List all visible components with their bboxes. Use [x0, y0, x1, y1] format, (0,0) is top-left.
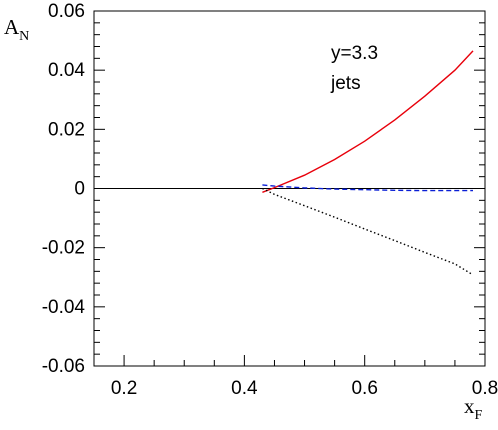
y-tick-label: -0.02: [42, 238, 85, 259]
x-tick-label: 0.4: [231, 378, 258, 399]
series-line-dotted: [262, 187, 474, 276]
tick-labels: -0.06 -0.04 -0.02 0 0.02 0.04 0.06 0.2 0.4 0.6 0.8: [42, 1, 498, 399]
x-tick-label: 0.6: [351, 378, 377, 399]
annotation-jets: jets: [330, 73, 361, 94]
annotation-rapidity: y=3.3: [331, 43, 378, 64]
y-tick-label: 0.06: [48, 1, 85, 22]
x-axis-label: xF: [464, 394, 483, 423]
y-axis-label-sub: N: [19, 29, 29, 44]
x-axis-label-main: x: [464, 394, 475, 418]
ticks: [93, 10, 486, 367]
y-tick-label: 0.04: [48, 60, 85, 81]
x-tick-label: 0.2: [111, 378, 137, 399]
y-axis-label: AN: [4, 15, 29, 44]
x-axis-label-sub: F: [475, 408, 483, 423]
y-tick-label: 0: [74, 179, 85, 200]
y-tick-label: 0.02: [48, 119, 85, 140]
y-tick-label: -0.04: [42, 297, 86, 318]
series-line-solid: [262, 50, 474, 193]
series-line-dashed: [262, 184, 473, 192]
x-tick-label: 0.8: [472, 378, 498, 399]
series-group: [262, 50, 474, 276]
y-tick-label: -0.06: [42, 356, 85, 377]
y-axis-label-main: A: [4, 15, 20, 39]
